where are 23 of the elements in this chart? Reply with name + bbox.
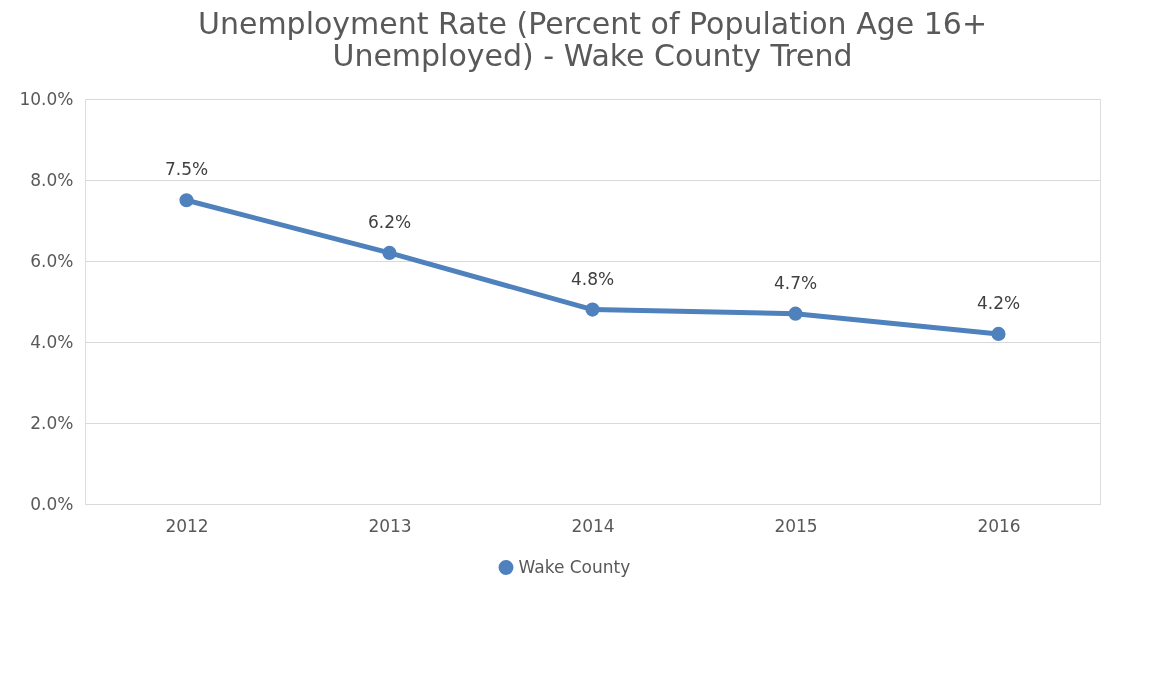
y-tick-label: 6.0% <box>30 250 74 271</box>
y-tick-label: 0.0% <box>30 493 74 514</box>
data-label: 4.2% <box>976 292 1021 313</box>
x-tick-label: 2012 <box>165 515 209 536</box>
legend-label: Wake County <box>518 556 631 577</box>
data-label: 4.8% <box>570 268 615 289</box>
point <box>382 245 397 260</box>
point <box>585 302 600 317</box>
data-label: 6.2% <box>367 211 412 232</box>
x-tick-label: 2013 <box>368 515 412 536</box>
x-tick-label: 2016 <box>977 515 1021 536</box>
x-tick-label: 2015 <box>774 515 818 536</box>
point <box>991 326 1006 341</box>
y-tick-label: 4.0% <box>30 331 74 352</box>
x-tick-label: 2014 <box>571 515 615 536</box>
y-tick-label: 10.0% <box>19 88 74 109</box>
data-label: 7.5% <box>164 159 209 180</box>
point <box>788 306 803 321</box>
y-tick-label: 8.0% <box>30 169 74 190</box>
text: Unemployment Rate (Percent of Population Age 16+ <box>197 6 988 41</box>
data-label: 4.7% <box>773 272 818 293</box>
y-tick-label: 2.0% <box>30 412 74 433</box>
point <box>179 193 194 208</box>
